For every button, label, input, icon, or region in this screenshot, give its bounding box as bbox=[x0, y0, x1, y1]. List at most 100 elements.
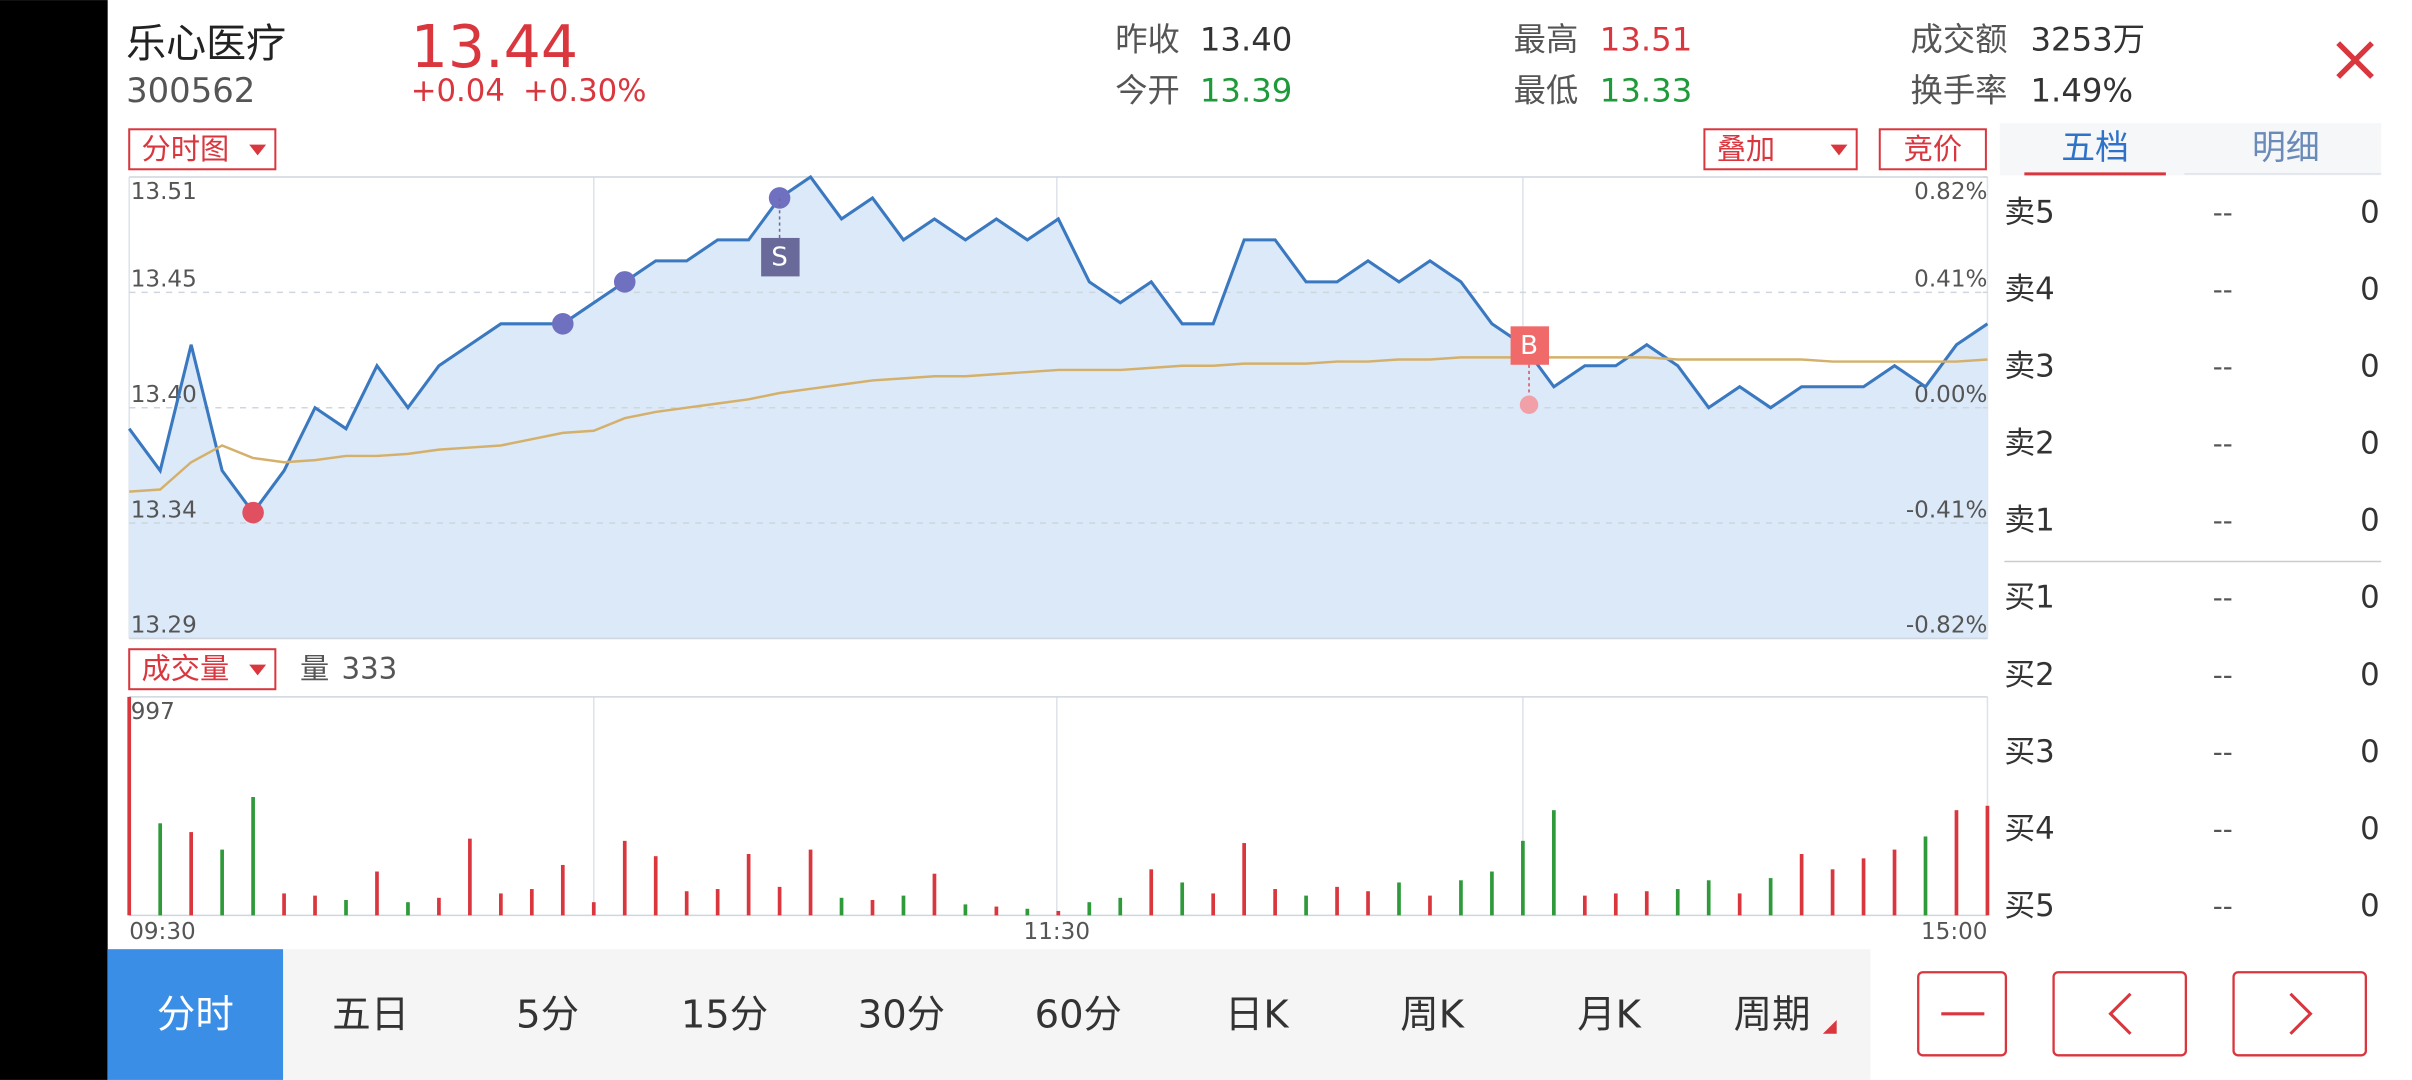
book-row-label: 买5 bbox=[2004, 888, 2054, 924]
volume-bar bbox=[1428, 895, 1432, 916]
mode-button-label[interactable]: 分时图 bbox=[142, 132, 230, 166]
x-tick-label: 09:30 bbox=[129, 919, 195, 945]
x-tick-label: 15:00 bbox=[1921, 919, 1987, 945]
tab-label[interactable]: 五日 bbox=[332, 992, 409, 1037]
book-tab-active[interactable]: 五档 bbox=[2061, 128, 2129, 167]
volume-bar bbox=[777, 886, 782, 916]
period-tab[interactable]: 周期 bbox=[1734, 992, 1811, 1037]
stat-label: 最低 bbox=[1514, 71, 1579, 109]
tab-label[interactable]: 60分 bbox=[1035, 992, 1122, 1037]
period-tab[interactable]: 五日 bbox=[332, 992, 409, 1037]
stat-value: 13.39 bbox=[1200, 71, 1292, 109]
close-icon[interactable] bbox=[2336, 41, 2374, 79]
book-row-volume: 0 bbox=[2360, 657, 2380, 693]
y-tick-label: 13.51 bbox=[131, 179, 197, 205]
volume-button-arrow[interactable] bbox=[249, 664, 267, 676]
tab-label[interactable]: 30分 bbox=[858, 992, 945, 1037]
nav-icon[interactable] bbox=[2108, 992, 2132, 1035]
price-line bbox=[127, 174, 1989, 516]
tab-bar bbox=[107, 949, 1871, 1080]
volume-bar bbox=[746, 853, 751, 916]
tab-label[interactable]: 周K bbox=[1400, 992, 1465, 1037]
volume-bar bbox=[1923, 836, 1928, 916]
close-button[interactable] bbox=[2336, 41, 2374, 79]
price-change: +0.04 bbox=[411, 73, 505, 109]
auction-button[interactable]: 竞价 bbox=[1878, 128, 1987, 171]
volume-bar bbox=[1768, 878, 1773, 916]
tab-label[interactable]: 分时 bbox=[157, 992, 234, 1037]
nav-button[interactable] bbox=[2052, 971, 2188, 1057]
volume-bar bbox=[1582, 895, 1587, 916]
book-row-price: -- bbox=[2213, 581, 2233, 614]
period-tab[interactable]: 15分 bbox=[681, 992, 768, 1037]
volume-button[interactable]: 成交量 bbox=[128, 648, 277, 691]
tab-label[interactable]: 月K bbox=[1577, 992, 1642, 1037]
stock-code: 300562 bbox=[126, 71, 255, 110]
volume-bar bbox=[1366, 891, 1370, 916]
volume-bar bbox=[1180, 882, 1185, 916]
period-tab[interactable]: 30分 bbox=[858, 992, 945, 1037]
volume-bar bbox=[1025, 908, 1030, 916]
auction-button-frame[interactable] bbox=[1878, 128, 1987, 171]
tab-label[interactable]: 5分 bbox=[516, 992, 579, 1037]
nav-frame[interactable] bbox=[2052, 971, 2188, 1057]
volume-bar bbox=[189, 832, 194, 916]
nav-button[interactable] bbox=[1917, 971, 2008, 1057]
nav-frame[interactable] bbox=[2232, 971, 2368, 1057]
period-tab[interactable]: 60分 bbox=[1035, 992, 1122, 1037]
stat-label: 换手率 bbox=[1911, 71, 2008, 109]
volume-bar bbox=[1273, 889, 1277, 916]
overlay-button-label[interactable]: 叠加 bbox=[1717, 132, 1775, 166]
book-tab[interactable]: 明细 bbox=[2252, 128, 2320, 167]
volume-bar bbox=[1954, 810, 1959, 916]
volume-bar bbox=[653, 856, 658, 916]
trade-dot bbox=[1519, 395, 1539, 415]
stat-value: 13.40 bbox=[1200, 21, 1292, 59]
last-price: 13.44 bbox=[411, 13, 578, 81]
volume-bar bbox=[622, 840, 627, 916]
book-row-price: -- bbox=[2213, 273, 2233, 306]
volume-bar bbox=[1335, 886, 1339, 916]
volume-bar bbox=[282, 893, 286, 916]
mode-button-frame[interactable] bbox=[128, 128, 277, 171]
book-row-price: -- bbox=[2213, 812, 2233, 845]
volume-bar bbox=[1242, 843, 1246, 916]
price-change-pct: +0.30% bbox=[523, 73, 646, 109]
volume-bar bbox=[1861, 858, 1866, 916]
period-tab[interactable]: 月K bbox=[1577, 992, 1642, 1037]
tab-label[interactable]: 日K bbox=[1225, 992, 1290, 1037]
volume-button-label[interactable]: 成交量 bbox=[142, 652, 230, 686]
mode-button-arrow[interactable] bbox=[249, 144, 267, 156]
volume-bar bbox=[1459, 880, 1463, 916]
period-tab[interactable]: 分时 bbox=[107, 949, 284, 1080]
nav-icon[interactable] bbox=[2289, 992, 2313, 1035]
overlay-button-frame[interactable] bbox=[1703, 128, 1858, 171]
auction-button-label[interactable]: 竞价 bbox=[1904, 132, 1962, 166]
tab-label[interactable]: 15分 bbox=[681, 992, 768, 1037]
volume-bar bbox=[251, 797, 255, 916]
period-tab[interactable]: 周K bbox=[1400, 992, 1465, 1037]
y-tick-label: 13.29 bbox=[131, 613, 197, 639]
overlay-button-arrow[interactable] bbox=[1830, 144, 1848, 156]
period-tab[interactable]: 日K bbox=[1225, 992, 1290, 1037]
book-row-price: -- bbox=[2213, 196, 2233, 229]
tab-bg bbox=[1999, 123, 2382, 176]
volume-bar bbox=[1397, 882, 1401, 916]
period-tab[interactable]: 5分 bbox=[516, 992, 579, 1037]
tab-selected[interactable] bbox=[107, 949, 284, 1080]
tab-label[interactable]: 周期 bbox=[1734, 992, 1811, 1037]
book-row-label: 买4 bbox=[2004, 811, 2054, 847]
mode-button[interactable]: 分时图 bbox=[128, 128, 277, 171]
volume-button-frame[interactable] bbox=[128, 648, 277, 691]
volume-bar bbox=[1830, 869, 1835, 916]
book-row-label: 卖1 bbox=[2004, 503, 2054, 539]
book-row-label: 买3 bbox=[2004, 734, 2054, 770]
nav-button[interactable] bbox=[2232, 971, 2368, 1057]
price-chart: 分时图 叠加 竞价 13.51 13.45 13.40 13.34 13.29 0.82% 0.4… bbox=[127, 128, 1989, 640]
book-row-label: 卖3 bbox=[2004, 349, 2054, 385]
overlay-button[interactable]: 叠加 bbox=[1703, 128, 1858, 171]
volume-bar bbox=[220, 849, 224, 916]
volume-bar bbox=[313, 895, 317, 916]
